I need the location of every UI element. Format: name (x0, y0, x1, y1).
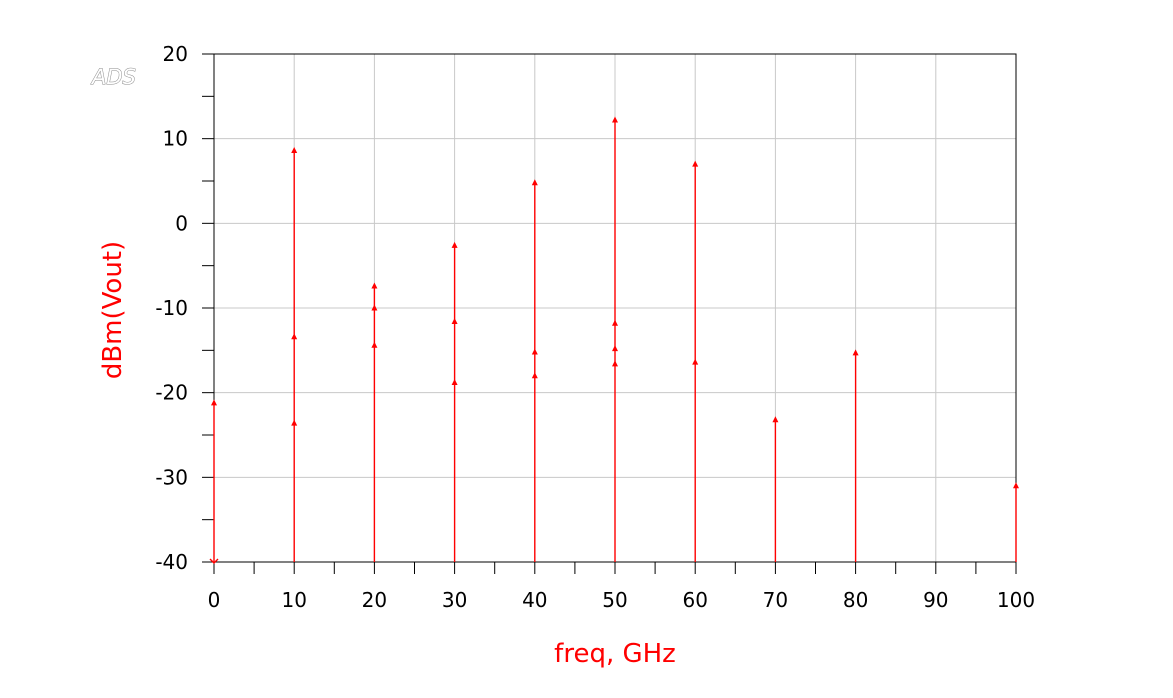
x-tick-label: 20 (362, 588, 387, 612)
data-marker (291, 147, 298, 154)
data-marker (531, 179, 538, 186)
y-tick-label: -30 (155, 465, 188, 489)
x-tick-label: 0 (208, 588, 221, 612)
x-tick-label: 10 (281, 588, 306, 612)
x-tick-label: 80 (843, 588, 868, 612)
y-tick-label: -20 (155, 381, 188, 405)
data-marker (692, 160, 699, 167)
data-marker (1013, 482, 1019, 489)
x-axis-title: freq, GHz (554, 639, 676, 669)
x-tick-labels: 0 10 20 30 40 50 60 70 80 90 100 (208, 588, 1035, 612)
data-marker (371, 282, 378, 289)
data-marker (291, 419, 298, 426)
markers (209, 116, 1019, 564)
data-marker (451, 241, 458, 248)
data-marker (692, 358, 699, 365)
x-tick-label: 70 (763, 588, 788, 612)
y-axis-title: dBm(Vout) (98, 241, 128, 379)
y-tick-label: 20 (163, 42, 188, 66)
data-marker (531, 348, 538, 355)
y-tick-label: -10 (155, 296, 188, 320)
data-marker (209, 558, 219, 564)
stems (213, 120, 1017, 562)
y-tick-label: -40 (155, 550, 188, 574)
data-marker (612, 116, 618, 123)
x-tick-label: 60 (682, 588, 707, 612)
data-marker (451, 379, 458, 386)
x-tick-label: 40 (522, 588, 547, 612)
x-tick-label: 30 (442, 588, 467, 612)
x-tick-label: 50 (602, 588, 627, 612)
minor-ticks (202, 53, 1017, 574)
x-tick-label: 100 (997, 588, 1035, 612)
y-tick-labels: -40 -30 -20 -10 0 10 20 (155, 42, 188, 574)
data-marker (612, 345, 618, 352)
data-marker (531, 372, 538, 379)
data-marker (772, 416, 779, 423)
data-marker (612, 360, 618, 367)
data-marker (211, 399, 217, 406)
data-marker (291, 333, 298, 340)
data-marker (852, 349, 859, 356)
y-tick-label: 0 (175, 211, 188, 235)
data-marker (371, 304, 378, 311)
ads-logo: ADS (90, 65, 136, 89)
y-tick-label: 10 (163, 127, 188, 151)
data-marker (451, 318, 458, 325)
x-tick-label: 90 (923, 588, 948, 612)
data-marker (612, 319, 618, 326)
data-marker (371, 341, 378, 348)
